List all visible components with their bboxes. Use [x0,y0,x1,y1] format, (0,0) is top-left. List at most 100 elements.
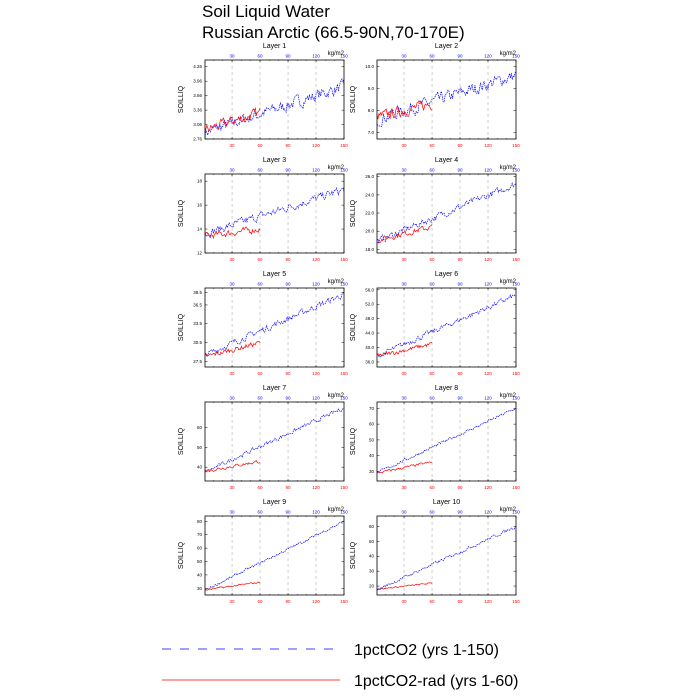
series-line-1pctco2 [204,78,345,138]
panel-ylabel: SOILLIQ [178,85,185,113]
panel-frame [204,59,345,140]
x-bottom-tick-label: 60 [430,485,436,490]
x-bottom-tick-label: 150 [340,371,348,376]
x-bottom-tick-label: 30 [402,599,408,604]
x-bottom-tick-label: 30 [402,143,408,148]
x-top-tick-label: 120 [312,168,320,173]
x-bottom-tick-label: 90 [286,257,292,262]
x-bottom-tick-label: 60 [258,257,264,262]
y-tick-label: 10.0 [365,64,374,69]
x-bottom-tick-label: 90 [458,257,464,262]
x-top-tick-label: 120 [312,282,320,287]
panel-10: Layer 10 kg/m2 SOILLIQ 30 60 90 120 150 30 60 90 12… [350,499,520,604]
y-tick-label: 60 [197,546,203,551]
x-bottom-tick-label: 120 [312,257,320,262]
y-tick-label: 52.0 [365,302,374,307]
panel-ylabel: SOILLIQ [178,427,185,455]
x-bottom-tick-label: 150 [340,485,348,490]
y-tick-label: 50 [369,437,375,442]
x-bottom-tick-label: 120 [484,599,492,604]
series-line-1pctco2-rad [376,100,433,120]
y-tick-label: 50 [197,445,203,450]
y-tick-label: 3.66 [193,93,202,98]
x-top-tick-label: 150 [512,510,520,515]
x-top-tick-label: 120 [312,54,320,59]
x-bottom-tick-label: 150 [512,371,520,376]
x-bottom-tick-label: 120 [484,485,492,490]
legend: 1pctCO2 (yrs 1-150) 1pctCO2-rad (yrs 1-6… [162,642,519,690]
y-tick-label: 20 [369,584,375,589]
x-top-tick-label: 90 [286,54,292,59]
y-tick-label: 12 [197,251,203,256]
y-tick-label: 3.06 [193,122,202,127]
x-top-tick-label: 30 [230,54,236,59]
x-top-tick-label: 90 [458,168,464,173]
y-tick-label: 26.0 [365,174,374,179]
x-bottom-tick-label: 120 [484,143,492,148]
y-tick-label: 30 [369,469,375,474]
x-top-tick-label: 150 [512,282,520,287]
panel-frame [204,173,345,254]
x-top-tick-label: 150 [340,396,348,401]
x-bottom-tick-label: 150 [340,257,348,262]
y-tick-label: 50 [197,559,203,564]
panel-title: Layer 7 [263,385,286,392]
x-bottom-tick-label: 120 [484,257,492,262]
y-tick-label: 56.0 [365,287,374,292]
x-top-tick-label: 90 [286,168,292,173]
x-top-tick-label: 150 [512,168,520,173]
x-bottom-tick-label: 90 [458,143,464,148]
y-tick-label: 14 [197,227,203,232]
series-line-1pctco2 [376,407,517,474]
series-line-1pctco2 [376,526,517,591]
series-line-1pctco2 [376,182,517,244]
panel-frame [376,287,517,368]
panel-ylabel: SOILLIQ [350,313,357,341]
y-tick-label: 18 [197,179,203,184]
x-top-tick-label: 30 [402,168,408,173]
y-tick-label: 48.0 [365,316,374,321]
x-bottom-tick-label: 120 [312,371,320,376]
x-bottom-tick-label: 90 [458,485,464,490]
y-tick-label: 33.5 [193,321,202,326]
y-tick-label: 8.0 [368,108,375,113]
y-tick-label: 27.5 [193,359,202,364]
panel-title: Layer 1 [263,43,286,50]
series-line-1pctco2 [376,72,517,128]
x-bottom-tick-label: 30 [230,143,236,148]
x-top-tick-label: 60 [430,510,436,515]
panel-title: Layer 5 [263,271,286,278]
panel-unit: kg/m2 [328,279,345,285]
x-bottom-tick-label: 150 [512,599,520,604]
legend-label-1pctco2: 1pctCO2 (yrs 1-150) [354,642,499,659]
y-tick-label: 44.0 [365,331,374,336]
x-top-tick-label: 90 [458,396,464,401]
x-bottom-tick-label: 90 [286,599,292,604]
panel-title: Layer 8 [435,385,458,392]
x-top-tick-label: 30 [230,396,236,401]
x-top-tick-label: 60 [258,54,264,59]
y-tick-label: 80 [197,519,203,524]
panel-ylabel: SOILLIQ [178,313,185,341]
panel-title: Layer 4 [435,157,458,164]
x-top-tick-label: 30 [402,282,408,287]
y-tick-label: 40 [197,465,203,470]
x-top-tick-label: 60 [430,282,436,287]
x-top-tick-label: 30 [402,54,408,59]
y-tick-label: 3.36 [193,108,202,113]
x-bottom-tick-label: 120 [312,143,320,148]
x-top-tick-label: 60 [430,54,436,59]
x-bottom-tick-label: 120 [484,371,492,376]
x-top-tick-label: 150 [512,54,520,59]
y-tick-label: 22.0 [365,211,374,216]
x-bottom-tick-label: 30 [402,371,408,376]
x-bottom-tick-label: 60 [258,371,264,376]
figure-title-line2: Russian Arctic (66.5-90N,70-170E) [202,23,465,42]
panel-ylabel: SOILLIQ [178,199,185,227]
panel-ylabel: SOILLIQ [350,85,357,113]
x-bottom-tick-label: 120 [312,599,320,604]
y-tick-label: 40 [369,554,375,559]
y-tick-label: 40 [369,453,375,458]
y-tick-label: 36.5 [193,302,202,307]
panel-8: Layer 8 kg/m2 SOILLIQ 30 60 90 120 150 30 60 90 120… [350,385,520,490]
